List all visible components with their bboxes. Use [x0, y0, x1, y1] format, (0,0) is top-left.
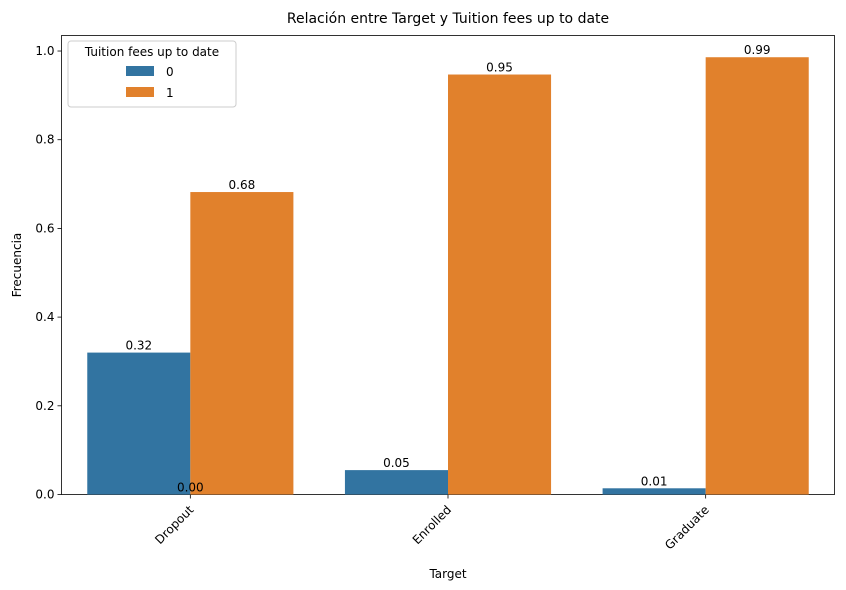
- legend-swatch-0: [126, 66, 154, 76]
- y-tick-label: 0.2: [35, 399, 54, 413]
- bar-graduate-1: [705, 57, 809, 495]
- x-axis-label: Target: [428, 567, 466, 581]
- x-tick-label: Dropout: [152, 503, 196, 547]
- bar-labels: 0.32 0.68 0.05 0.95 0.01 0.99 0.00: [125, 43, 770, 494]
- y-tick-label: 0.4: [35, 310, 54, 324]
- y-tick-label: 1.0: [35, 44, 54, 58]
- bar-value-label: 0.95: [486, 61, 513, 75]
- legend-title: Tuition fees up to date: [84, 45, 219, 59]
- bar-dropout-0: [87, 352, 191, 495]
- x-axis: Dropout Enrolled Graduate: [152, 494, 712, 553]
- legend-swatch-1: [126, 87, 154, 97]
- bar-value-label: 0.05: [383, 456, 410, 470]
- bar-enrolled-1: [448, 74, 552, 495]
- y-axis-label: Frecuencia: [10, 233, 24, 298]
- y-tick-label: 0.8: [35, 133, 54, 147]
- y-tick-label: 0.6: [35, 221, 54, 235]
- chart-title: Relación entre Target y Tuition fees up …: [287, 11, 609, 27]
- bar-value-label: 0.99: [744, 43, 771, 57]
- y-tick-label: 0.0: [35, 488, 54, 502]
- bar-dropout-1: [190, 192, 294, 495]
- bars: [87, 57, 809, 495]
- x-tick-label: Enrolled: [410, 503, 454, 547]
- bar-graduate-0: [602, 488, 706, 495]
- x-tick-label: Graduate: [662, 503, 712, 553]
- bar-value-label: 0.01: [641, 474, 668, 488]
- bar-value-label: 0.32: [125, 339, 152, 353]
- legend-label-0: 0: [166, 65, 174, 79]
- bar-value-label: 0.68: [229, 178, 256, 192]
- bar-value-label-extra: 0.00: [177, 481, 204, 495]
- legend: Tuition fees up to date 0 1: [67, 40, 237, 108]
- y-axis: 0.0 0.2 0.4 0.6 0.8 1.0: [35, 44, 62, 502]
- legend-label-1: 1: [166, 86, 174, 100]
- bar-enrolled-0: [344, 470, 448, 495]
